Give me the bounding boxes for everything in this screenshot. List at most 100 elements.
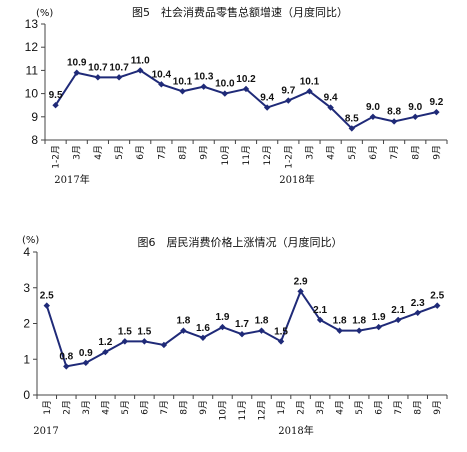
c2-x-tick-label: 1月 bbox=[42, 400, 53, 415]
c2-data-label: 1.9 bbox=[216, 312, 230, 323]
c2-data-label: 2.1 bbox=[391, 305, 405, 316]
c1-point-marker bbox=[73, 69, 80, 76]
c1-data-label: 10.0 bbox=[215, 79, 235, 90]
c2-data-label: 1.5 bbox=[274, 326, 288, 337]
c2-x-tick-label: 6月 bbox=[374, 400, 385, 415]
c1-data-label: 9.4 bbox=[260, 93, 274, 104]
chart2-unit-label: (%) bbox=[22, 235, 39, 246]
c2-data-label: 1.2 bbox=[98, 337, 112, 348]
c1-point-marker bbox=[115, 74, 123, 81]
c2-point-marker bbox=[277, 338, 285, 345]
c2-y-tick-label: 0 bbox=[23, 388, 30, 402]
c2-data-label: 0.9 bbox=[79, 348, 93, 359]
c2-point-marker bbox=[63, 363, 70, 370]
c1-point-marker bbox=[285, 97, 292, 104]
c2-data-label: 2.1 bbox=[313, 305, 327, 316]
c1-point-marker bbox=[52, 102, 59, 109]
c2-x-tick-label: 5月 bbox=[354, 400, 365, 415]
c1-point-marker bbox=[348, 125, 355, 132]
c2-point-marker bbox=[414, 309, 421, 316]
chart2-x-tick-labels: 1月 2月 3月 4月 5月 6月 7月 8月 9月 10月 11月 12月 1月 2月 3月 4月 5月 6月 7… bbox=[36, 395, 448, 420]
c2-x-tick-label: 2月 bbox=[296, 400, 307, 415]
c1-data-label: 8.8 bbox=[387, 106, 401, 117]
c1-x-tick-label: 9月 bbox=[431, 145, 442, 160]
c1-y-tick-label: 10 bbox=[25, 87, 39, 101]
c1-x-tick-label: 5月 bbox=[347, 145, 358, 160]
chart1-title: 图5 社会消费品零售总额增速（月度同比） bbox=[132, 5, 348, 19]
c2-x-tick-label: 10月 bbox=[217, 400, 228, 420]
c1-x-tick-label: 1-2月 bbox=[283, 145, 294, 169]
c2-y-tick-label: 2 bbox=[23, 317, 30, 331]
c1-x-tick-label: 8月 bbox=[178, 145, 189, 160]
chart2-year-label-2018: 2018年 bbox=[278, 424, 313, 437]
c1-x-tick-label: 7月 bbox=[156, 145, 167, 160]
c2-point-marker bbox=[238, 331, 246, 338]
c2-x-tick-label: 12月 bbox=[257, 400, 268, 420]
c2-data-label: 1.8 bbox=[176, 316, 190, 327]
c2-point-marker bbox=[160, 341, 168, 349]
c2-point-marker bbox=[355, 327, 363, 334]
c2-data-label: 1.9 bbox=[372, 312, 386, 323]
c1-point-marker bbox=[137, 67, 144, 74]
c1-point-marker bbox=[369, 113, 377, 120]
c1-x-tick-label: 11月 bbox=[241, 145, 252, 165]
c1-y-tick-label: 12 bbox=[25, 40, 39, 54]
c2-data-label: 1.8 bbox=[255, 316, 269, 327]
c2-data-label: 2.3 bbox=[411, 298, 425, 309]
c1-x-tick-label: 9月 bbox=[199, 145, 210, 160]
c2-y-tick-label: 1 bbox=[23, 352, 30, 366]
c1-point-marker bbox=[242, 85, 250, 93]
chart2-data-labels: 2.5 0.8 0.9 1.2 1.5 1.5 1.8 1.6 1.9 1.7 1.8 1.5 2.9 2… bbox=[40, 276, 445, 362]
c2-x-tick-label: 9月 bbox=[198, 400, 209, 415]
c1-point-marker bbox=[221, 90, 229, 97]
c1-x-tick-label: 7月 bbox=[389, 145, 400, 160]
c1-y-tick-label: 8 bbox=[31, 133, 38, 147]
c1-x-tick-label: 4月 bbox=[93, 145, 104, 160]
c1-x-tick-label: 6月 bbox=[135, 145, 146, 160]
c2-x-tick-label: 7月 bbox=[393, 400, 404, 415]
c1-data-label: 9.4 bbox=[324, 93, 338, 104]
chart1-year-label-2018: 2018年 bbox=[279, 173, 314, 186]
c2-data-label: 1.6 bbox=[196, 323, 210, 334]
c2-data-label: 1.5 bbox=[118, 326, 132, 337]
c2-point-marker bbox=[258, 327, 265, 334]
c2-point-marker bbox=[375, 323, 382, 331]
c1-data-label: 8.5 bbox=[345, 113, 359, 124]
c2-data-label: 2.9 bbox=[294, 276, 308, 287]
c1-point-marker bbox=[179, 88, 186, 95]
c1-data-label: 9.2 bbox=[429, 97, 443, 108]
c1-point-marker bbox=[390, 118, 398, 125]
c1-point-marker bbox=[327, 104, 334, 111]
c1-data-label: 10.9 bbox=[67, 58, 87, 69]
c1-x-tick-label: 1-2月 bbox=[51, 145, 62, 169]
c1-x-tick-label: 5月 bbox=[114, 145, 125, 160]
c2-x-tick-label: 9月 bbox=[432, 400, 443, 415]
c2-x-tick-label: 6月 bbox=[139, 400, 150, 415]
c1-x-tick-label: 3月 bbox=[72, 145, 83, 160]
c1-point-marker bbox=[433, 108, 440, 116]
c1-data-label: 11.0 bbox=[131, 55, 150, 66]
c1-x-tick-label: 8月 bbox=[410, 145, 421, 160]
c1-data-label: 10.7 bbox=[88, 62, 108, 73]
c2-x-tick-label: 8月 bbox=[178, 400, 189, 415]
c2-x-tick-label: 8月 bbox=[413, 400, 424, 415]
c2-point-marker bbox=[394, 316, 402, 324]
c2-x-tick-label: 3月 bbox=[315, 400, 326, 415]
c2-data-label: 1.8 bbox=[333, 316, 347, 327]
c1-data-label: 10.3 bbox=[194, 72, 214, 83]
chart-cpi-growth: 图6 居民消费价格上涨情况（月度同比） (%) 0 1 2 3 4 1月 2月 3月 4月 5月… bbox=[22, 235, 448, 437]
chart-retail-sales-growth: 图5 社会消费品零售总额增速（月度同比） (%) 8 9 10 11 12 13 1-2月… bbox=[25, 5, 448, 186]
c2-x-tick-label: 1月 bbox=[276, 400, 287, 415]
chart2-y-tick-labels: 0 1 2 3 4 bbox=[23, 245, 37, 402]
c2-x-tick-label: 3月 bbox=[81, 400, 92, 415]
c2-point-marker bbox=[43, 302, 50, 309]
c2-data-label: 1.7 bbox=[235, 319, 249, 330]
c2-x-tick-label: 5月 bbox=[120, 400, 131, 415]
c2-point-marker bbox=[121, 338, 129, 345]
c2-data-label: 1.8 bbox=[352, 316, 366, 327]
c2-point-marker bbox=[219, 323, 226, 331]
c1-point-marker bbox=[158, 81, 165, 88]
chart1-year-label-2017: 2017年 bbox=[54, 173, 89, 186]
c1-point-marker bbox=[412, 113, 419, 120]
